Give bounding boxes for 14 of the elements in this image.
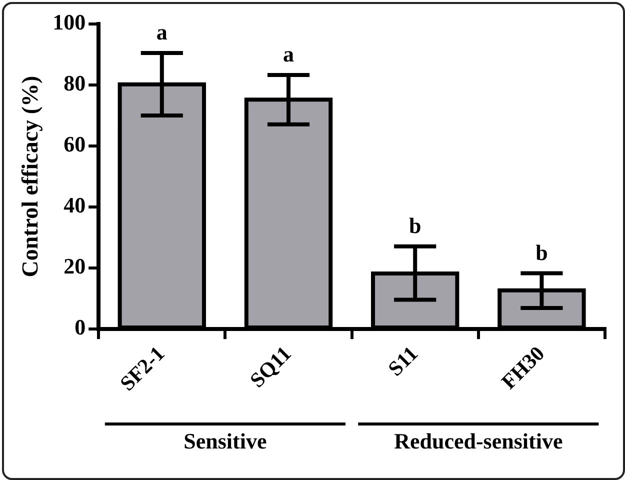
annotation: b <box>536 240 548 265</box>
annotation: a <box>156 20 168 45</box>
y-tick-label: 20 <box>64 254 86 279</box>
y-tick-label: 100 <box>52 10 86 35</box>
y-axis-title: Control efficacy (%) <box>18 76 43 278</box>
y-tick-label: 0 <box>74 314 86 340</box>
y-tick-label: 80 <box>64 70 86 96</box>
y-tick-label: 40 <box>64 192 86 218</box>
y-tick-label: 60 <box>64 132 86 157</box>
x-tick-label: S11 <box>383 341 422 381</box>
annotation: a <box>283 42 294 67</box>
annotation: b <box>408 213 422 238</box>
text: Reduced-sensitive <box>394 428 563 454</box>
text: Sensitive <box>184 428 267 454</box>
